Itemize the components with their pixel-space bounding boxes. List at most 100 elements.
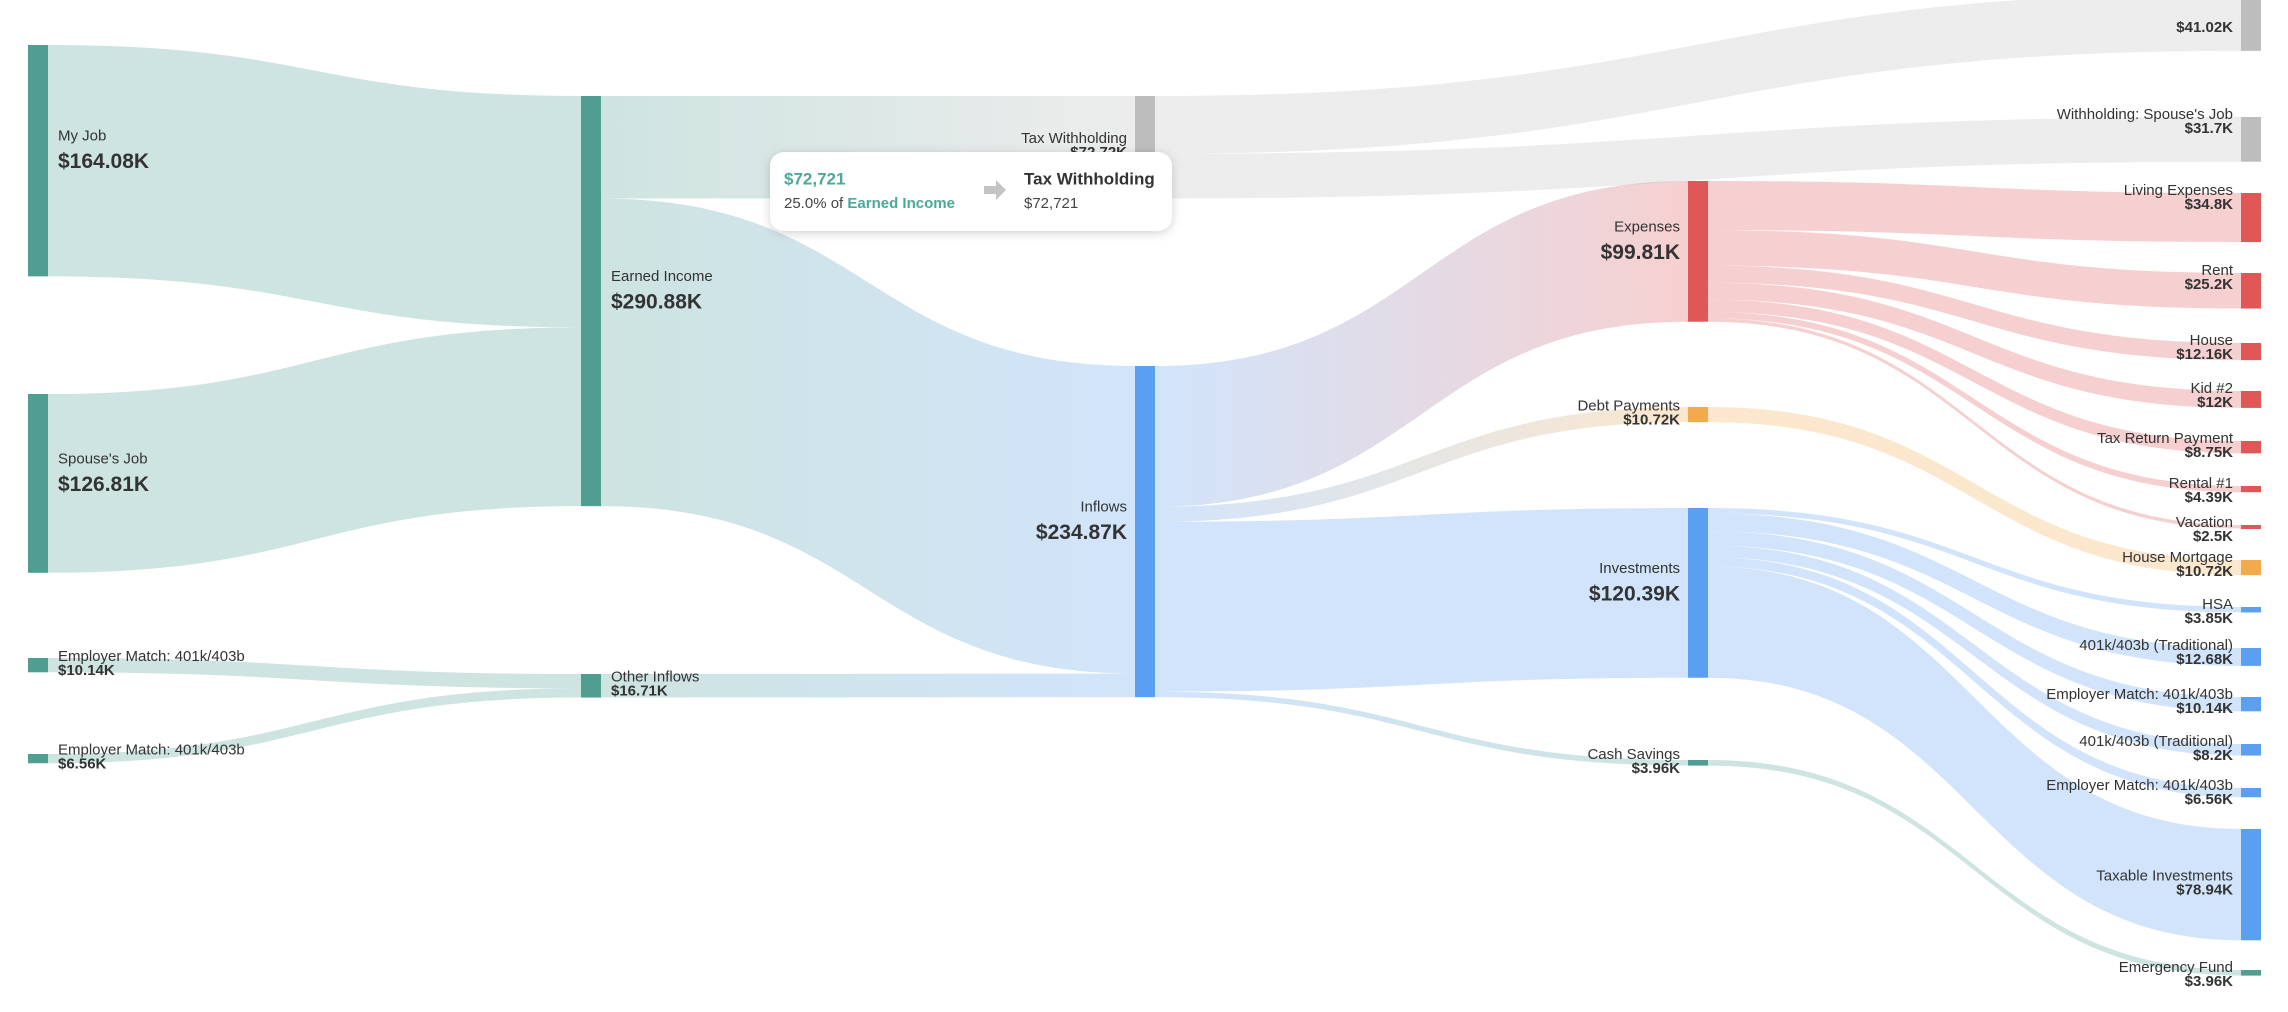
node-name: HSA (2202, 596, 2233, 613)
node (2241, 343, 2261, 361)
node-name: Rent (2201, 262, 2234, 279)
node-value: $31.7K (2185, 120, 2234, 137)
node (581, 96, 601, 507)
node (2241, 648, 2261, 666)
node (2241, 970, 2261, 976)
node (28, 754, 48, 764)
tooltip-share-text: 25.0% of (784, 195, 844, 212)
node (2241, 486, 2261, 493)
node-value: $3.96K (1632, 760, 1681, 777)
labels: My Job $164.08K Spouse's Job $126.81K Employ… (58, 19, 2234, 990)
node (2241, 525, 2261, 529)
link (1708, 299, 2241, 454)
node-value: $99.81K (1601, 241, 1680, 264)
link (1708, 531, 2241, 712)
node (2241, 0, 2261, 51)
node-name: House Mortgage (2122, 549, 2233, 566)
node-name: Employer Match: 401k/403b (2046, 686, 2233, 703)
link (1708, 760, 2241, 976)
link (1708, 181, 2241, 243)
node (1688, 407, 1708, 423)
node-value: $34.8K (2185, 196, 2234, 213)
node-value: $6.56K (58, 756, 107, 773)
node (2241, 193, 2261, 243)
node-name: Spouse's Job (58, 450, 148, 467)
node-name: Debt Payments (1577, 398, 1680, 415)
link (1708, 312, 2241, 493)
node-name: 401k/403b (Traditional) (2079, 733, 2233, 750)
link (1708, 508, 2241, 613)
node (2241, 697, 2261, 712)
links (48, 0, 2241, 976)
node-value: $2.5K (2193, 528, 2233, 545)
node-value: $41.02K (2176, 19, 2233, 36)
link (1708, 566, 2241, 941)
node-name: My Job (58, 128, 106, 145)
node-value: $12.16K (2176, 346, 2233, 363)
node (28, 394, 48, 573)
node-value: $126.81K (58, 473, 149, 496)
node-value: $10.14K (58, 662, 115, 679)
node-name: Tax Withholding (1021, 130, 1127, 147)
node-name: Employer Match: 401k/403b (58, 742, 245, 759)
link (1708, 282, 2241, 408)
node-value: $3.96K (2185, 973, 2234, 990)
node-name: 401k/403b (Traditional) (2079, 637, 2233, 654)
link (601, 673, 1135, 698)
node-name: House (2190, 332, 2233, 349)
node-name: Withholding: Spouse's Job (2057, 106, 2233, 123)
node-value: $10.72K (2176, 563, 2233, 580)
node-name: Expenses (1614, 218, 1680, 235)
node (2241, 607, 2261, 613)
node-name: Living Expenses (2124, 182, 2233, 199)
nodes (28, 0, 2261, 976)
node (1688, 760, 1708, 766)
node-value: $290.88K (611, 291, 702, 314)
link (1708, 513, 2241, 666)
node (2241, 117, 2261, 162)
node-value: $6.56K (2185, 791, 2234, 808)
link (1155, 508, 1688, 692)
node-name: Earned Income (611, 268, 713, 285)
node (2241, 829, 2261, 941)
node-name: Employer Match: 401k/403b (58, 648, 245, 665)
node (2241, 391, 2261, 408)
link (1708, 545, 2241, 756)
node (28, 45, 48, 277)
link (1708, 265, 2241, 361)
node-value: $10.72K (1623, 412, 1680, 429)
node (1135, 366, 1155, 698)
node-value: $234.87K (1036, 521, 1127, 544)
node-name: Investments (1599, 560, 1680, 577)
node-value: $164.08K (58, 150, 149, 173)
node-name: Emergency Fund (2119, 959, 2233, 976)
node (28, 658, 48, 673)
link (1155, 407, 1688, 522)
link (1708, 318, 2241, 529)
node-name: Cash Savings (1587, 746, 1680, 763)
node (2241, 788, 2261, 798)
node-value: $25.2K (2185, 276, 2234, 293)
node (2241, 273, 2261, 309)
node-value: $3.85K (2185, 610, 2234, 627)
tooltip-share: 25.0% of Earned Income (784, 195, 955, 212)
node-name: Kid #2 (2190, 380, 2233, 397)
tooltip-box (770, 152, 1172, 231)
tooltip: $72,721 25.0% of Earned Income Tax Withh… (770, 152, 1172, 231)
node-value: $12K (2197, 394, 2233, 411)
node-name: Employer Match: 401k/403b (2046, 777, 2233, 794)
node-value: $10.14K (2176, 700, 2233, 717)
node-name: Other Inflows (611, 669, 699, 686)
tooltip-target: Tax Withholding (1024, 169, 1155, 188)
node-value: $12.68K (2176, 651, 2233, 668)
link (1708, 230, 2241, 309)
link (48, 688, 581, 764)
node (2241, 560, 2261, 576)
node-value: $16.71K (611, 683, 668, 700)
link (601, 198, 1135, 674)
node-name: Vacation (2176, 514, 2233, 531)
node-value: $120.39K (1589, 582, 1680, 605)
link (1155, 181, 1688, 507)
tooltip-source: Earned Income (847, 195, 955, 212)
